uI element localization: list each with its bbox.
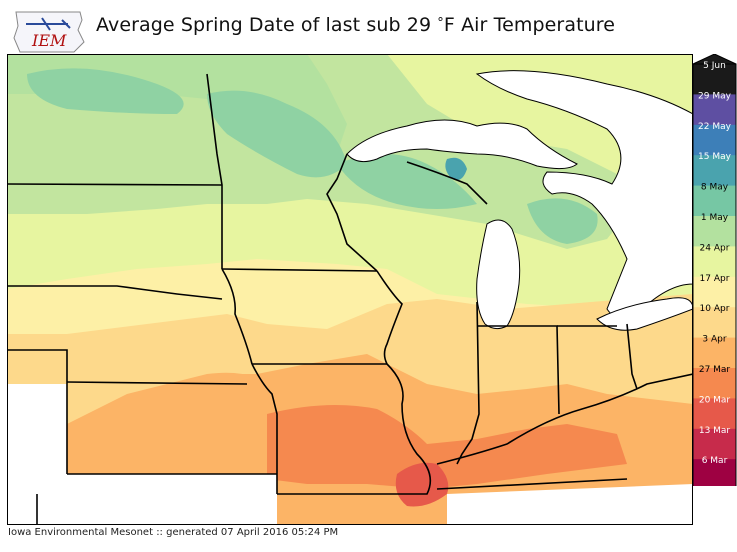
lake-superior — [346, 119, 578, 170]
border-mo-west — [251, 363, 278, 494]
footer-credit: Iowa Environmental Mesonet :: generated … — [8, 527, 339, 538]
legend-swatch — [693, 428, 736, 460]
legend-label: 24 Apr — [700, 243, 730, 253]
legend-swatches — [692, 53, 737, 501]
border-oh-east — [626, 323, 638, 390]
legend-label: 3 Apr — [702, 335, 726, 345]
title-unit: F Air Temperature — [443, 14, 616, 36]
border-sd-ne — [7, 285, 223, 300]
legend-label: 27 Mar — [699, 365, 731, 375]
legend-swatch — [693, 216, 736, 247]
no-data-southeast — [447, 484, 693, 525]
legend-swatch — [693, 276, 736, 308]
legend-label: 13 Mar — [699, 426, 731, 436]
border-wi-mi — [406, 161, 488, 205]
border-ne-ks — [66, 381, 248, 385]
border-mo-il — [386, 363, 432, 495]
band-8-may-mn — [207, 90, 347, 178]
logo-text: IEM — [31, 31, 67, 50]
legend-swatch — [693, 368, 736, 399]
legend-colorbar: 5 Jun 29 May 22 May 15 May 8 May 1 May 24 Apr 1… — [692, 53, 737, 501]
legend-label: 6 Mar — [702, 456, 728, 466]
legend-swatch — [693, 459, 736, 491]
state-borders — [7, 73, 693, 525]
legend-swatch — [693, 398, 736, 430]
title-main: Average Spring Date of last sub 29 — [96, 14, 438, 36]
legend-label: 8 May — [701, 183, 729, 193]
band-27-mar — [267, 405, 627, 489]
band-8-may-wi — [337, 154, 477, 209]
legend-labels: 5 Jun 29 May 22 May 15 May 8 May 1 May 24 Apr 1… — [698, 61, 732, 466]
border-ky-tn — [436, 478, 628, 490]
band-20-mar — [395, 462, 449, 507]
legend-swatch — [693, 155, 736, 187]
title-degree: ° — [437, 16, 444, 31]
temperature-contours — [7, 54, 693, 525]
band-8-may-nw — [27, 68, 184, 114]
border-mn-ia — [221, 268, 378, 272]
border-nd-sd — [7, 183, 223, 186]
iem-logo: IEM — [10, 8, 88, 56]
legend-swatch — [693, 185, 736, 217]
map-title: Average Spring Date of last sub 29 °F Ai… — [96, 14, 615, 36]
legend-label: 20 Mar — [699, 395, 731, 405]
legend-swatch — [693, 94, 736, 126]
legend-swatch — [693, 246, 736, 278]
legend-swatch — [693, 64, 736, 95]
border-ia-west — [221, 268, 253, 365]
legend-label: 5 Jun — [703, 61, 726, 71]
lake-huron-and-beyond — [475, 70, 693, 319]
legend-label: 22 May — [698, 122, 732, 132]
no-data-south — [7, 474, 277, 525]
border-ohio-river — [436, 373, 693, 465]
legend-label: 10 Apr — [700, 304, 730, 314]
map-panel — [7, 54, 693, 525]
band-8-may-mi — [527, 198, 598, 244]
band-3-apr-ks — [207, 372, 267, 399]
border-mn-west — [206, 73, 223, 269]
legend-label: 17 Apr — [700, 274, 730, 284]
legend-label: 1 May — [701, 213, 729, 223]
legend-label: 29 May — [698, 91, 732, 101]
band-15-may — [445, 157, 467, 181]
legend-swatch — [693, 307, 736, 339]
legend-label: 15 May — [698, 152, 732, 162]
legend-swatch — [693, 337, 736, 369]
airplane-icon — [26, 17, 71, 31]
border-mn-wi — [326, 153, 378, 272]
legend-swatch — [693, 124, 736, 156]
border-co-west — [7, 349, 68, 474]
border-ia-il — [376, 270, 403, 365]
